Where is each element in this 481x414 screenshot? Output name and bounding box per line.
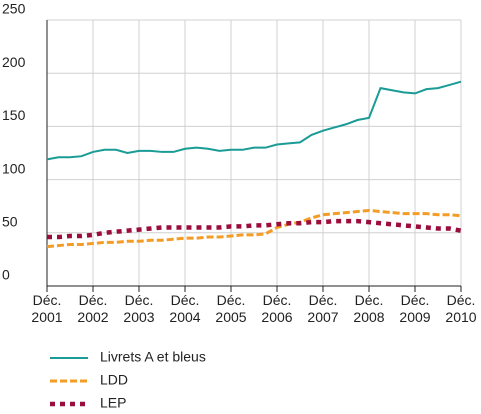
legend-label: LEP: [100, 395, 126, 411]
x-tick-label: Déc. 2004: [169, 292, 201, 325]
x-tick-label: Déc. 2008: [353, 292, 385, 325]
x-tick-label: Déc. 2003: [123, 292, 155, 325]
x-tick-label: Déc. 2005: [215, 292, 247, 325]
legend-label: LDD: [100, 372, 128, 388]
x-tick-label: Déc. 2009: [399, 292, 431, 325]
x-tick-label: Déc. 2006: [261, 292, 293, 325]
x-tick-label: Déc. 2002: [77, 292, 109, 325]
y-tick-label: 0: [2, 267, 10, 283]
series-line: [46, 80, 462, 161]
x-tick-label: Déc. 2007: [307, 292, 339, 325]
y-tick-label: 200: [2, 54, 26, 70]
y-tick-label: 50: [2, 214, 18, 230]
series-line: [46, 208, 462, 249]
y-tick-label: 100: [2, 160, 26, 176]
series-line: [47, 218, 462, 240]
y-tick-label: 250: [2, 1, 26, 17]
legend-label: Livrets A et bleus: [100, 349, 206, 365]
x-tick-label: Déc. 2001: [31, 292, 63, 325]
y-tick-label: 150: [2, 107, 26, 123]
x-tick-label: Déc. 2010: [445, 292, 477, 325]
